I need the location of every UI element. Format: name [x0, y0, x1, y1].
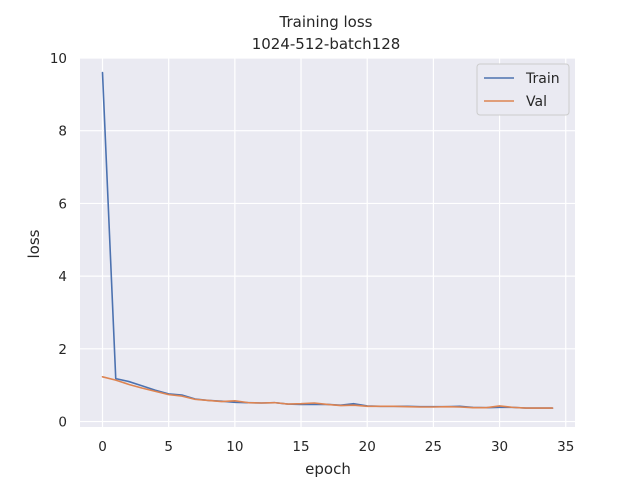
series-lines: [101, 71, 554, 409]
x-axis-label: epoch: [305, 460, 351, 478]
x-tick-label: 30: [491, 439, 508, 455]
x-tick-label: 10: [226, 439, 243, 455]
x-tick-label: 20: [359, 439, 376, 455]
y-tick-label: 2: [58, 342, 67, 358]
chart-title: Training loss: [279, 13, 373, 31]
y-tick-labels: 0 2 4 6 8 10: [50, 51, 67, 431]
legend: Train Val: [476, 63, 570, 116]
y-tick-label: 4: [58, 269, 67, 285]
series-line-val: [101, 376, 554, 409]
y-axis-label: loss: [25, 229, 43, 258]
x-tick-label: 0: [98, 439, 107, 455]
y-tick-label: 8: [58, 124, 67, 140]
x-tick-label: 5: [164, 439, 173, 455]
chart-subtitle: 1024-512-batch128: [252, 35, 401, 53]
legend-box: [476, 63, 570, 116]
plot-area: [80, 58, 575, 427]
legend-label-train: Train: [525, 71, 560, 87]
x-tick-label: 35: [557, 439, 574, 455]
grid-lines: [80, 57, 575, 427]
y-tick-label: 0: [58, 415, 67, 431]
y-tick-label: 10: [50, 51, 67, 67]
legend-label-val: Val: [526, 94, 547, 110]
x-tick-labels: 0 5 10 15 20 25 30 35: [98, 439, 574, 455]
x-tick-label: 15: [292, 439, 309, 455]
y-tick-label: 6: [58, 196, 67, 212]
x-tick-label: 25: [425, 439, 442, 455]
